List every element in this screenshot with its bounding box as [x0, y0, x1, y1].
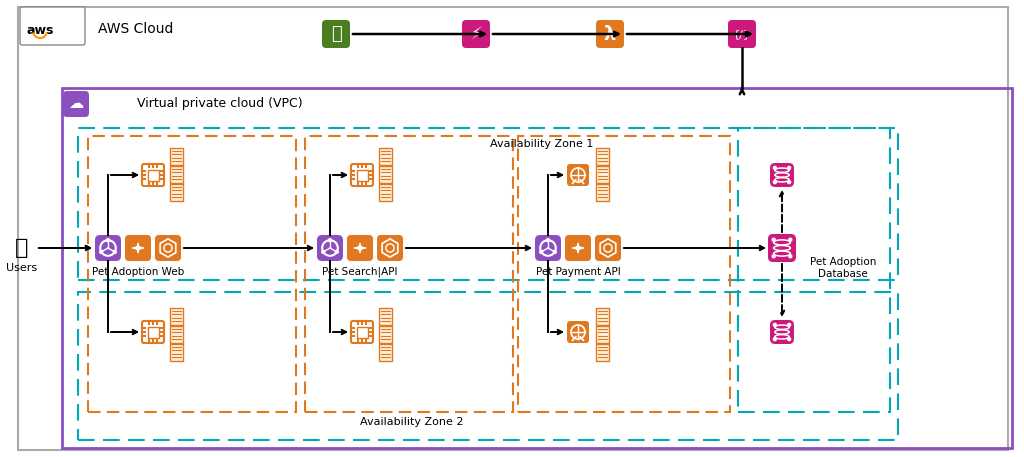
Circle shape — [322, 250, 325, 253]
Circle shape — [553, 250, 556, 253]
FancyBboxPatch shape — [770, 320, 794, 344]
Circle shape — [787, 181, 791, 184]
FancyBboxPatch shape — [567, 321, 589, 343]
FancyBboxPatch shape — [147, 170, 159, 181]
FancyBboxPatch shape — [142, 321, 164, 343]
Text: Users: Users — [6, 263, 38, 273]
Bar — [596, 325, 608, 342]
Circle shape — [114, 250, 117, 253]
Text: {/}: {/} — [733, 29, 751, 39]
Circle shape — [329, 239, 332, 242]
FancyBboxPatch shape — [317, 235, 343, 261]
Text: Pet Adoption Web: Pet Adoption Web — [92, 267, 184, 277]
Circle shape — [773, 324, 776, 326]
FancyBboxPatch shape — [535, 235, 561, 261]
Bar — [379, 344, 391, 361]
FancyBboxPatch shape — [770, 163, 794, 187]
FancyBboxPatch shape — [728, 20, 756, 48]
FancyBboxPatch shape — [95, 235, 121, 261]
FancyBboxPatch shape — [595, 235, 621, 261]
Text: AWS Cloud: AWS Cloud — [98, 22, 173, 36]
Text: Availability Zone 2: Availability Zone 2 — [360, 417, 464, 427]
Bar — [379, 325, 391, 342]
Bar — [62, 88, 1012, 448]
Bar — [596, 344, 608, 361]
Circle shape — [788, 238, 792, 241]
Circle shape — [772, 255, 775, 258]
Circle shape — [773, 181, 776, 184]
Text: 👥: 👥 — [15, 238, 29, 258]
Text: Virtual private cloud (VPC): Virtual private cloud (VPC) — [137, 97, 303, 111]
Bar — [78, 292, 898, 440]
Circle shape — [773, 338, 776, 340]
Bar — [596, 165, 608, 182]
Text: aws: aws — [27, 25, 53, 37]
Bar — [379, 165, 391, 182]
Bar — [738, 128, 890, 412]
FancyBboxPatch shape — [20, 7, 85, 45]
Text: Pet Adoption
Database: Pet Adoption Database — [810, 257, 877, 279]
Text: 🪣: 🪣 — [331, 25, 341, 43]
FancyBboxPatch shape — [142, 164, 164, 186]
Bar — [170, 165, 182, 182]
FancyBboxPatch shape — [351, 164, 373, 186]
FancyBboxPatch shape — [565, 235, 591, 261]
Bar — [596, 184, 608, 201]
Text: λ: λ — [604, 25, 616, 43]
FancyBboxPatch shape — [377, 235, 403, 261]
Circle shape — [335, 250, 338, 253]
Text: ⚡: ⚡ — [470, 25, 482, 43]
FancyBboxPatch shape — [125, 235, 151, 261]
Bar — [379, 308, 391, 324]
FancyBboxPatch shape — [322, 20, 350, 48]
FancyBboxPatch shape — [567, 164, 589, 186]
Bar — [170, 148, 182, 165]
FancyBboxPatch shape — [147, 326, 159, 338]
Bar — [596, 308, 608, 324]
Text: Availability Zone 1: Availability Zone 1 — [490, 139, 593, 149]
Circle shape — [787, 324, 791, 326]
FancyBboxPatch shape — [768, 234, 796, 262]
Circle shape — [540, 250, 543, 253]
Bar — [78, 128, 898, 280]
Circle shape — [99, 250, 102, 253]
FancyBboxPatch shape — [347, 235, 373, 261]
Text: ☁: ☁ — [69, 96, 84, 112]
FancyBboxPatch shape — [462, 20, 490, 48]
FancyBboxPatch shape — [351, 321, 373, 343]
FancyBboxPatch shape — [356, 326, 368, 338]
FancyBboxPatch shape — [63, 91, 89, 117]
Bar — [170, 184, 182, 201]
Circle shape — [787, 166, 791, 170]
FancyBboxPatch shape — [356, 170, 368, 181]
Bar — [305, 136, 513, 412]
Circle shape — [772, 238, 775, 241]
FancyBboxPatch shape — [596, 20, 624, 48]
Circle shape — [773, 166, 776, 170]
Circle shape — [106, 239, 110, 242]
Bar — [379, 148, 391, 165]
Bar — [170, 344, 182, 361]
Circle shape — [788, 255, 792, 258]
Bar — [170, 325, 182, 342]
Bar — [596, 148, 608, 165]
Circle shape — [547, 239, 550, 242]
FancyBboxPatch shape — [155, 235, 181, 261]
Text: Pet Search|API: Pet Search|API — [323, 267, 397, 277]
Bar — [170, 308, 182, 324]
Bar — [379, 184, 391, 201]
Text: Pet Payment API: Pet Payment API — [536, 267, 621, 277]
Bar — [88, 136, 296, 412]
Circle shape — [787, 338, 791, 340]
Bar — [518, 136, 730, 412]
